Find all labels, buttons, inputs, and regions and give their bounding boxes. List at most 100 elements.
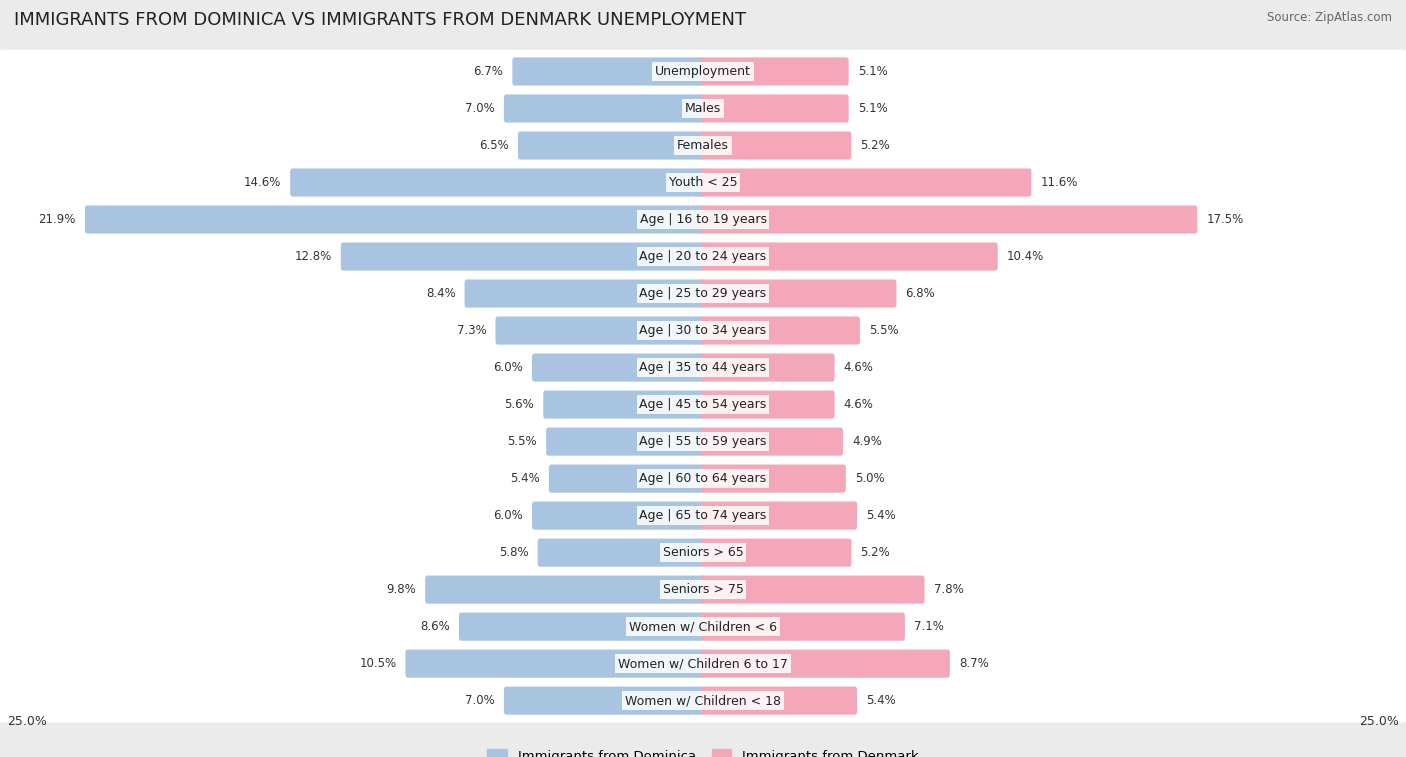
Text: Age | 65 to 74 years: Age | 65 to 74 years — [640, 509, 766, 522]
Text: Women w/ Children 6 to 17: Women w/ Children 6 to 17 — [619, 657, 787, 670]
FancyBboxPatch shape — [700, 58, 849, 86]
FancyBboxPatch shape — [0, 531, 1406, 575]
FancyBboxPatch shape — [531, 354, 706, 382]
Text: Women w/ Children < 6: Women w/ Children < 6 — [628, 620, 778, 633]
FancyBboxPatch shape — [700, 279, 897, 307]
FancyBboxPatch shape — [503, 687, 706, 715]
FancyBboxPatch shape — [495, 316, 706, 344]
FancyBboxPatch shape — [0, 50, 1406, 93]
Text: 7.0%: 7.0% — [465, 102, 495, 115]
Text: 5.4%: 5.4% — [510, 472, 540, 485]
FancyBboxPatch shape — [700, 538, 852, 567]
Text: 5.0%: 5.0% — [855, 472, 884, 485]
Text: Age | 55 to 59 years: Age | 55 to 59 years — [640, 435, 766, 448]
Text: 9.8%: 9.8% — [387, 583, 416, 596]
Text: 4.6%: 4.6% — [844, 398, 873, 411]
Text: 5.4%: 5.4% — [866, 509, 896, 522]
FancyBboxPatch shape — [0, 642, 1406, 686]
Text: Males: Males — [685, 102, 721, 115]
FancyBboxPatch shape — [0, 86, 1406, 130]
Text: 12.8%: 12.8% — [295, 250, 332, 263]
Text: 6.5%: 6.5% — [479, 139, 509, 152]
FancyBboxPatch shape — [340, 242, 706, 270]
FancyBboxPatch shape — [548, 465, 706, 493]
Text: 6.0%: 6.0% — [494, 361, 523, 374]
FancyBboxPatch shape — [0, 198, 1406, 241]
FancyBboxPatch shape — [700, 502, 858, 530]
FancyBboxPatch shape — [517, 132, 706, 160]
FancyBboxPatch shape — [458, 612, 706, 640]
FancyBboxPatch shape — [0, 160, 1406, 204]
Text: 7.1%: 7.1% — [914, 620, 943, 633]
Text: Age | 35 to 44 years: Age | 35 to 44 years — [640, 361, 766, 374]
Text: 5.5%: 5.5% — [869, 324, 898, 337]
FancyBboxPatch shape — [531, 502, 706, 530]
Text: 8.4%: 8.4% — [426, 287, 456, 300]
FancyBboxPatch shape — [503, 95, 706, 123]
FancyBboxPatch shape — [700, 465, 846, 493]
Text: 6.7%: 6.7% — [474, 65, 503, 78]
Text: Females: Females — [678, 139, 728, 152]
FancyBboxPatch shape — [0, 679, 1406, 722]
FancyBboxPatch shape — [0, 456, 1406, 500]
Text: 25.0%: 25.0% — [7, 715, 46, 728]
FancyBboxPatch shape — [700, 687, 858, 715]
FancyBboxPatch shape — [700, 354, 835, 382]
FancyBboxPatch shape — [543, 391, 706, 419]
Text: 7.8%: 7.8% — [934, 583, 963, 596]
Text: 10.5%: 10.5% — [360, 657, 396, 670]
Text: 8.6%: 8.6% — [420, 620, 450, 633]
Text: Age | 20 to 24 years: Age | 20 to 24 years — [640, 250, 766, 263]
Text: Age | 16 to 19 years: Age | 16 to 19 years — [640, 213, 766, 226]
FancyBboxPatch shape — [700, 316, 860, 344]
FancyBboxPatch shape — [0, 494, 1406, 537]
Text: Age | 60 to 64 years: Age | 60 to 64 years — [640, 472, 766, 485]
Text: 14.6%: 14.6% — [243, 176, 281, 189]
Text: 5.8%: 5.8% — [499, 546, 529, 559]
FancyBboxPatch shape — [700, 575, 925, 603]
Text: Youth < 25: Youth < 25 — [669, 176, 737, 189]
Legend: Immigrants from Dominica, Immigrants from Denmark: Immigrants from Dominica, Immigrants fro… — [488, 749, 918, 757]
FancyBboxPatch shape — [0, 123, 1406, 167]
Text: Age | 45 to 54 years: Age | 45 to 54 years — [640, 398, 766, 411]
Text: 21.9%: 21.9% — [38, 213, 76, 226]
FancyBboxPatch shape — [700, 428, 844, 456]
Text: Source: ZipAtlas.com: Source: ZipAtlas.com — [1267, 11, 1392, 24]
FancyBboxPatch shape — [0, 383, 1406, 426]
FancyBboxPatch shape — [700, 612, 905, 640]
Text: 5.1%: 5.1% — [858, 102, 887, 115]
Text: 5.5%: 5.5% — [508, 435, 537, 448]
FancyBboxPatch shape — [700, 242, 998, 270]
FancyBboxPatch shape — [700, 95, 849, 123]
Text: 6.0%: 6.0% — [494, 509, 523, 522]
FancyBboxPatch shape — [0, 309, 1406, 353]
Text: Age | 25 to 29 years: Age | 25 to 29 years — [640, 287, 766, 300]
FancyBboxPatch shape — [84, 205, 706, 234]
Text: 5.4%: 5.4% — [866, 694, 896, 707]
FancyBboxPatch shape — [0, 272, 1406, 316]
FancyBboxPatch shape — [537, 538, 706, 567]
FancyBboxPatch shape — [425, 575, 706, 603]
Text: Women w/ Children < 18: Women w/ Children < 18 — [626, 694, 780, 707]
Text: IMMIGRANTS FROM DOMINICA VS IMMIGRANTS FROM DENMARK UNEMPLOYMENT: IMMIGRANTS FROM DOMINICA VS IMMIGRANTS F… — [14, 11, 747, 30]
FancyBboxPatch shape — [0, 605, 1406, 649]
FancyBboxPatch shape — [700, 391, 835, 419]
Text: 7.3%: 7.3% — [457, 324, 486, 337]
FancyBboxPatch shape — [700, 132, 852, 160]
Text: 5.1%: 5.1% — [858, 65, 887, 78]
FancyBboxPatch shape — [700, 169, 1032, 197]
Text: 4.6%: 4.6% — [844, 361, 873, 374]
FancyBboxPatch shape — [405, 650, 706, 678]
FancyBboxPatch shape — [0, 235, 1406, 279]
FancyBboxPatch shape — [464, 279, 706, 307]
Text: 6.8%: 6.8% — [905, 287, 935, 300]
Text: 4.9%: 4.9% — [852, 435, 882, 448]
Text: 7.0%: 7.0% — [465, 694, 495, 707]
Text: 10.4%: 10.4% — [1007, 250, 1043, 263]
Text: Unemployment: Unemployment — [655, 65, 751, 78]
Text: Seniors > 65: Seniors > 65 — [662, 546, 744, 559]
Text: 11.6%: 11.6% — [1040, 176, 1078, 189]
Text: 17.5%: 17.5% — [1206, 213, 1243, 226]
Text: Age | 30 to 34 years: Age | 30 to 34 years — [640, 324, 766, 337]
Text: 5.2%: 5.2% — [860, 546, 890, 559]
